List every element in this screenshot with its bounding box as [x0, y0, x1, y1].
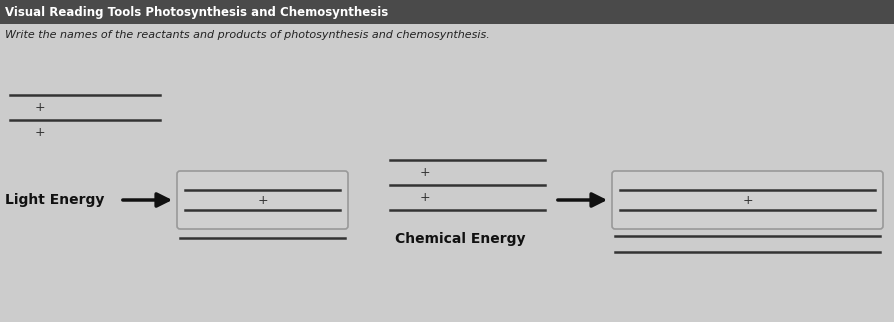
- FancyBboxPatch shape: [0, 0, 894, 24]
- Text: +: +: [257, 194, 268, 206]
- Text: Light Energy: Light Energy: [5, 193, 105, 207]
- Text: Chemical Energy: Chemical Energy: [395, 232, 526, 246]
- Text: +: +: [35, 100, 46, 113]
- Text: Write the names of the reactants and products of photosynthesis and chemosynthes: Write the names of the reactants and pro…: [5, 30, 490, 40]
- FancyBboxPatch shape: [612, 171, 883, 229]
- Text: +: +: [419, 191, 430, 204]
- Text: Visual Reading Tools Photosynthesis and Chemosynthesis: Visual Reading Tools Photosynthesis and …: [5, 5, 388, 18]
- Text: +: +: [419, 166, 430, 178]
- Text: +: +: [35, 126, 46, 138]
- FancyBboxPatch shape: [177, 171, 348, 229]
- Text: +: +: [742, 194, 753, 206]
